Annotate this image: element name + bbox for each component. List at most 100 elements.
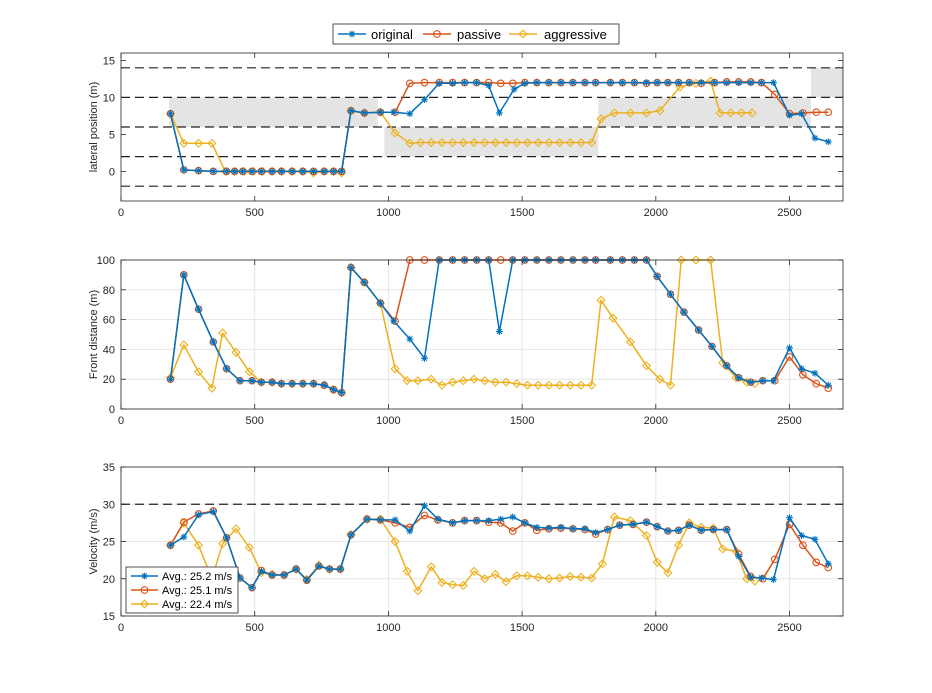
data-point-original bbox=[685, 521, 693, 529]
legend-marker-passive bbox=[140, 586, 149, 594]
data-point-aggressive bbox=[597, 559, 607, 569]
data-point-original bbox=[711, 79, 719, 86]
data-point-aggressive bbox=[415, 137, 426, 148]
x-tick-label: 2000 bbox=[644, 622, 668, 634]
x-tick-label: 1500 bbox=[510, 622, 534, 634]
y-tick-label: 0 bbox=[109, 166, 115, 178]
data-point-original bbox=[675, 526, 682, 534]
x-tick-label: 2500 bbox=[777, 415, 801, 427]
data-point-original bbox=[209, 508, 217, 516]
data-point-original bbox=[653, 523, 661, 530]
data-point-aggressive bbox=[405, 138, 415, 148]
data-point-original bbox=[239, 168, 247, 175]
data-point-original bbox=[629, 520, 637, 528]
data-point-original bbox=[330, 386, 337, 394]
data-point-aggressive bbox=[402, 376, 412, 386]
data-point-aggressive bbox=[673, 540, 684, 550]
data-point-aggressive bbox=[207, 383, 217, 393]
average-legend: Avg.: 25.2 m/s Avg.: 25.1 m/s Avg.: 22.4 m… bbox=[125, 566, 239, 614]
data-point-original bbox=[434, 515, 442, 523]
data-point-original bbox=[811, 369, 819, 377]
data-point-original bbox=[292, 565, 300, 573]
data-point-original bbox=[391, 516, 399, 524]
data-point-original bbox=[248, 168, 256, 175]
data-point-aggressive bbox=[522, 571, 533, 581]
data-point-passive bbox=[508, 79, 517, 88]
legend-label-aggressive: aggressive bbox=[544, 27, 607, 42]
x-tick-label: 500 bbox=[246, 622, 264, 634]
data-point-original bbox=[664, 79, 672, 86]
data-point-aggressive bbox=[641, 361, 652, 371]
data-point-aggressive bbox=[469, 137, 479, 148]
data-point-aggressive bbox=[747, 108, 757, 118]
x-tick-label: 0 bbox=[118, 622, 124, 634]
data-point-aggressive bbox=[458, 580, 468, 591]
data-point-aggressive bbox=[402, 566, 412, 576]
data-point-aggressive bbox=[565, 380, 575, 390]
data-point-original bbox=[303, 576, 311, 584]
data-point-original bbox=[236, 574, 244, 582]
data-point-original bbox=[338, 168, 346, 175]
data-point-aggressive bbox=[554, 573, 565, 583]
data-point-original bbox=[435, 79, 443, 87]
data-point-original bbox=[557, 79, 565, 86]
data-point-passive bbox=[785, 353, 794, 361]
data-point-aggressive bbox=[490, 137, 500, 148]
data-point-original bbox=[798, 532, 805, 539]
y-tick-label: 20 bbox=[103, 574, 115, 586]
data-point-original bbox=[209, 168, 217, 175]
data-point-passive bbox=[812, 108, 821, 117]
data-point-aggressive bbox=[480, 137, 490, 148]
data-point-original bbox=[320, 381, 328, 389]
data-point-aggressive bbox=[218, 539, 228, 549]
data-point-original bbox=[347, 264, 355, 271]
data-point-aggressive bbox=[437, 577, 447, 588]
data-point-aggressive bbox=[576, 137, 586, 148]
x-tick-label: 2500 bbox=[777, 207, 801, 219]
y-tick-label: 20 bbox=[103, 374, 115, 386]
data-point-original bbox=[473, 517, 481, 525]
data-point-aggressive bbox=[544, 380, 554, 390]
data-point-original bbox=[695, 326, 702, 334]
data-point-aggressive bbox=[576, 380, 586, 390]
data-point-original bbox=[257, 378, 265, 386]
legend-marker-original bbox=[348, 30, 356, 38]
data-point-passive bbox=[812, 558, 821, 567]
data-point-original bbox=[461, 517, 469, 525]
data-point-passive bbox=[812, 379, 821, 388]
data-point-original bbox=[406, 527, 414, 535]
data-point-original bbox=[824, 560, 832, 568]
data-point-original bbox=[257, 567, 265, 575]
data-point-original bbox=[747, 573, 755, 581]
data-point-aggressive bbox=[522, 137, 533, 148]
series-original bbox=[167, 79, 832, 175]
data-point-original bbox=[786, 344, 793, 352]
data-point-original bbox=[236, 377, 244, 385]
y-tick-label: 15 bbox=[103, 611, 115, 623]
y-tick-label: 25 bbox=[103, 537, 115, 549]
data-point-aggressive bbox=[480, 376, 490, 386]
data-point-original bbox=[569, 79, 577, 86]
data-point-aggressive bbox=[426, 137, 436, 148]
data-point-original bbox=[581, 525, 589, 533]
data-point-aggressive bbox=[665, 380, 676, 390]
data-point-aggressive bbox=[179, 518, 189, 528]
data-point-original bbox=[461, 79, 469, 86]
data-point-passive bbox=[799, 541, 807, 550]
data-point-original bbox=[280, 571, 288, 579]
data-point-original bbox=[268, 571, 276, 579]
data-point-original bbox=[521, 79, 529, 87]
data-point-aggressive bbox=[655, 374, 665, 384]
axes-frame bbox=[120, 52, 844, 202]
data-point-passive bbox=[508, 527, 517, 535]
data-point-aggressive bbox=[244, 542, 254, 553]
data-point-original bbox=[664, 527, 672, 535]
data-point-original bbox=[485, 517, 493, 525]
data-point-aggressive bbox=[736, 108, 746, 118]
data-point-original bbox=[667, 290, 674, 298]
data-point-original bbox=[180, 533, 188, 541]
data-point-passive bbox=[770, 90, 779, 99]
data-point-original bbox=[643, 518, 650, 526]
data-point-aggressive bbox=[231, 524, 241, 534]
legend-label-passive: Avg.: 25.1 m/s bbox=[162, 585, 233, 597]
